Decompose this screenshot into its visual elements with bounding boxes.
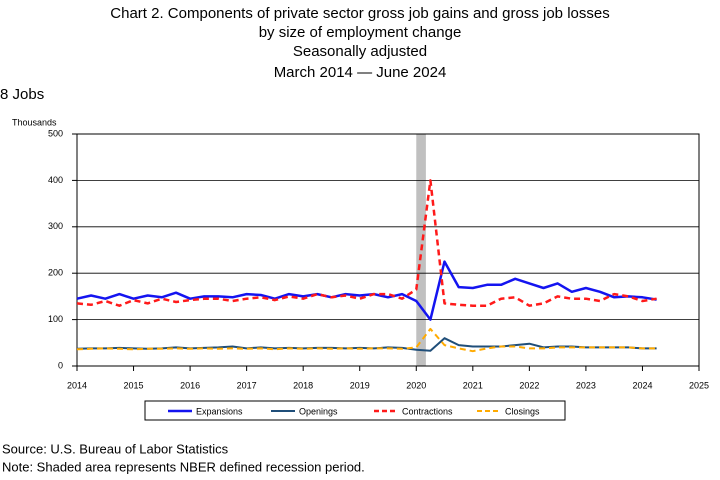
y-tick-label: 400 xyxy=(48,175,63,185)
x-tick-label: 2025 xyxy=(689,380,709,390)
series-line xyxy=(76,337,657,352)
legend-label: Expansions xyxy=(196,406,243,416)
y-tick-label: 200 xyxy=(48,268,63,278)
chart-subtitle: by size of employment change xyxy=(259,24,462,41)
series-line xyxy=(76,260,657,321)
x-tick-label: 2021 xyxy=(463,380,483,390)
x-tick-label: 2023 xyxy=(576,380,596,390)
x-tick-label: 2018 xyxy=(293,380,313,390)
y-axis-label: Thousands xyxy=(12,117,57,127)
y-tick-label: 100 xyxy=(48,314,63,324)
x-tick-label: 2014 xyxy=(67,380,87,390)
x-tick-label: 2019 xyxy=(350,380,370,390)
legend-label: Openings xyxy=(299,406,338,416)
x-tick-label: 2015 xyxy=(124,380,144,390)
chart-title: Chart 2. Components of private sector gr… xyxy=(110,5,609,22)
legend-label: Contractions xyxy=(402,406,453,416)
y-tick-label: 0 xyxy=(58,360,63,370)
plot-frame xyxy=(76,133,700,367)
series-line xyxy=(76,179,657,307)
series-line xyxy=(76,327,657,353)
chart-subtitle: Seasonally adjusted xyxy=(293,43,427,60)
source: Source: U.S. Bureau of Labor Statistics xyxy=(2,441,229,456)
legend-box xyxy=(144,400,566,421)
y-tick-label: 300 xyxy=(48,221,63,231)
x-tick-label: 2017 xyxy=(237,380,257,390)
note: Note: Shaded area represents NBER define… xyxy=(2,459,365,474)
y-tick-label: 500 xyxy=(48,128,63,138)
x-tick-label: 2020 xyxy=(406,380,426,390)
x-tick-label: 2022 xyxy=(519,380,539,390)
panel-label: 8 Jobs xyxy=(0,86,44,103)
x-tick-label: 2024 xyxy=(632,380,652,390)
legend-label: Closings xyxy=(505,406,540,416)
x-tick-label: 2016 xyxy=(180,380,200,390)
chart-subtitle: March 2014 — June 2024 xyxy=(274,64,447,81)
